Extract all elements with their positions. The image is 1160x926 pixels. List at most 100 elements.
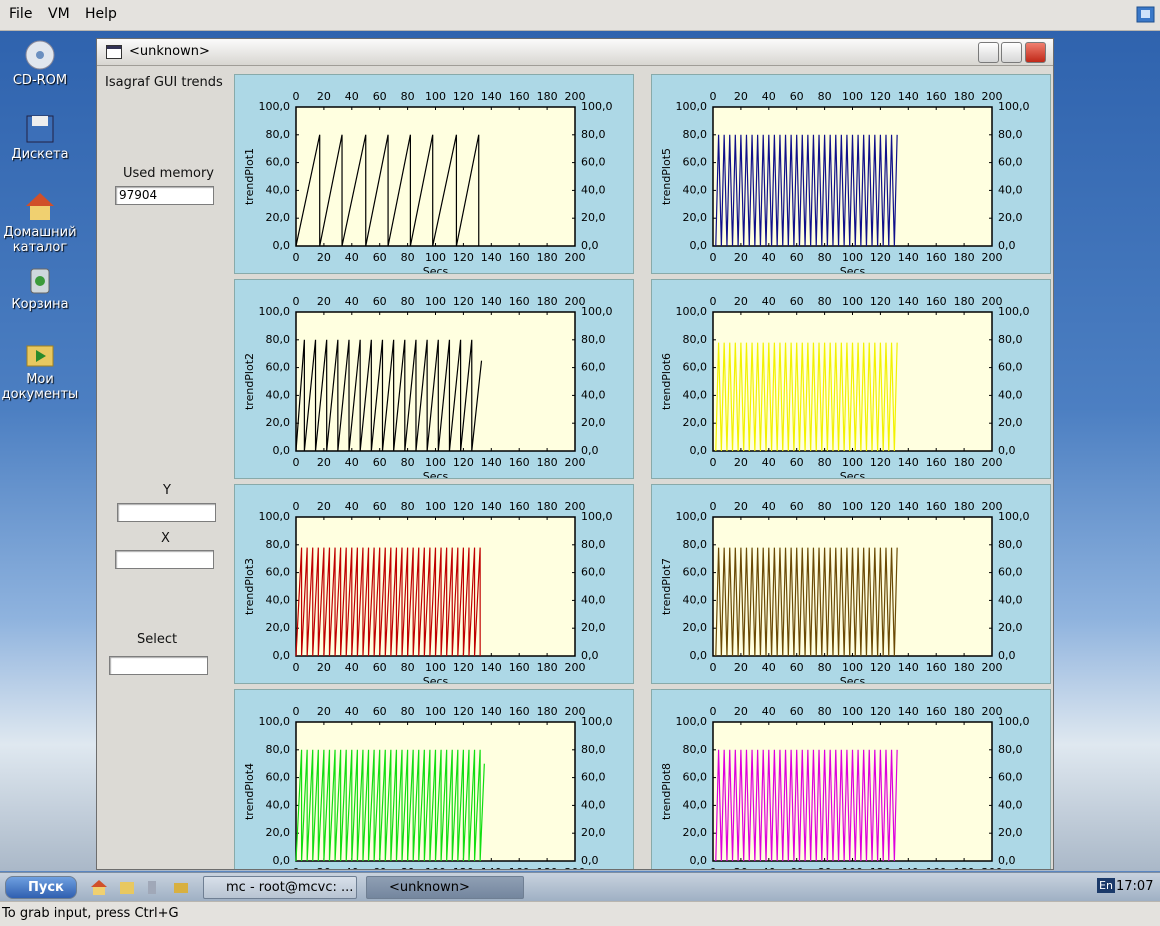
x-tick-label: 180 xyxy=(954,705,975,718)
memory-field[interactable]: 97904 xyxy=(115,186,214,205)
x-tick-label: 0 xyxy=(710,866,717,870)
x-tick-label: 40 xyxy=(762,456,776,469)
y-tick-label: 0,0 xyxy=(998,444,1016,457)
minimize-button[interactable] xyxy=(978,42,999,63)
x-tick-label: 120 xyxy=(870,90,891,103)
y-tick-label: 40,0 xyxy=(581,798,606,811)
x-tick-label: 140 xyxy=(481,295,502,308)
y-tick-label: 100,0 xyxy=(676,100,708,113)
x-tick-label: 180 xyxy=(954,295,975,308)
y-tick-label: 40,0 xyxy=(998,388,1023,401)
x-field[interactable] xyxy=(115,550,214,569)
x-tick-label: 200 xyxy=(982,500,1003,513)
y-axis-label: trendPlot2 xyxy=(243,353,256,410)
desktop-icon[interactable]: Дискета xyxy=(0,113,80,162)
y-tick-label: 80,0 xyxy=(998,743,1023,756)
y-tick-label: 0,0 xyxy=(581,854,599,867)
menu-help[interactable]: Help xyxy=(85,6,117,22)
fullscreen-icon[interactable] xyxy=(1136,6,1156,24)
trend-panel: 0 0 20 20 40 40 60 60 80 80 100 100 120 120 140 140 160 1… xyxy=(651,74,1051,274)
y-field[interactable] xyxy=(117,503,216,522)
language-indicator[interactable]: En xyxy=(1097,878,1115,893)
x-tick-label: 80 xyxy=(818,90,832,103)
x-tick-label: 80 xyxy=(401,251,415,264)
x-tick-label: 0 xyxy=(293,295,300,308)
menu-vm[interactable]: VM xyxy=(48,6,70,22)
desktop-icon[interactable]: Домашний каталог xyxy=(0,191,80,255)
start-button[interactable]: Пуск xyxy=(5,876,77,899)
x-tick-label: 60 xyxy=(373,500,387,513)
y-tick-label: 80,0 xyxy=(581,538,606,551)
y-tick-label: 0,0 xyxy=(581,239,599,252)
x-tick-label: 40 xyxy=(762,866,776,870)
y-tick-label: 80,0 xyxy=(581,128,606,141)
status-bar: To grab input, press Ctrl+G xyxy=(0,901,1160,926)
x-tick-label: 0 xyxy=(293,456,300,469)
x-tick-label: 60 xyxy=(373,90,387,103)
x-tick-label: 20 xyxy=(317,90,331,103)
x-tick-label: 120 xyxy=(453,866,474,870)
x-tick-label: 100 xyxy=(425,251,446,264)
x-tick-label: 160 xyxy=(926,705,947,718)
x-tick-label: 100 xyxy=(425,456,446,469)
x-tick-label: 160 xyxy=(926,500,947,513)
y-tick-label: 20,0 xyxy=(683,211,708,224)
x-tick-label: 20 xyxy=(317,295,331,308)
x-tick-label: 40 xyxy=(345,90,359,103)
y-tick-label: 40,0 xyxy=(998,593,1023,606)
y-axis-label: trendPlot4 xyxy=(243,763,256,820)
y-tick-label: 100,0 xyxy=(676,510,708,523)
x-axis-label: Secs xyxy=(840,470,866,478)
x-tick-label: 40 xyxy=(345,705,359,718)
y-tick-label: 80,0 xyxy=(266,743,291,756)
y-tick-label: 60,0 xyxy=(581,566,606,579)
x-tick-label: 120 xyxy=(453,456,474,469)
x-tick-label: 40 xyxy=(345,295,359,308)
y-tick-label: 80,0 xyxy=(581,333,606,346)
x-tick-label: 60 xyxy=(790,456,804,469)
y-tick-label: 0,0 xyxy=(273,444,291,457)
chart: 0 0 20 20 40 40 60 60 80 80 100 100 120 120 140 140 160 1… xyxy=(660,705,1030,870)
x-tick-label: 100 xyxy=(425,866,446,870)
task-button[interactable]: <unknown> xyxy=(366,876,524,899)
x-tick-label: 20 xyxy=(317,705,331,718)
x-tick-label: 120 xyxy=(453,90,474,103)
x-axis-label: Secs xyxy=(840,265,866,273)
close-button[interactable] xyxy=(1025,42,1046,63)
y-tick-label: 60,0 xyxy=(266,771,291,784)
desktop-icon[interactable]: Корзина xyxy=(0,263,80,312)
desktop-icon[interactable]: CD-ROM xyxy=(0,39,80,88)
desktop-icon[interactable]: Мои документы xyxy=(0,338,80,402)
y-tick-label: 100,0 xyxy=(998,715,1030,728)
icon-label: Дискета xyxy=(11,147,69,162)
x-tick-label: 180 xyxy=(954,500,975,513)
x-tick-label: 60 xyxy=(373,456,387,469)
maximize-button[interactable] xyxy=(1001,42,1022,63)
x-tick-label: 160 xyxy=(509,866,530,870)
x-tick-label: 120 xyxy=(453,295,474,308)
icon-label: CD-ROM xyxy=(12,73,68,88)
x-tick-label: 0 xyxy=(710,295,717,308)
x-tick-label: 160 xyxy=(926,456,947,469)
select-field[interactable] xyxy=(109,656,208,675)
x-tick-label: 60 xyxy=(373,295,387,308)
x-tick-label: 180 xyxy=(537,456,558,469)
y-tick-label: 40,0 xyxy=(266,388,291,401)
y-tick-label: 20,0 xyxy=(266,621,291,634)
menu-file[interactable]: File xyxy=(9,6,33,22)
trend-panel: 0 0 20 20 40 40 60 60 80 80 100 100 120 120 140 140 160 1… xyxy=(234,484,634,684)
app-window: <unknown> Isagraf GUI trends Used memory… xyxy=(96,38,1054,870)
chart: 0 0 20 20 40 40 60 60 80 80 100 100 120 120 140 140 160 1… xyxy=(243,90,613,273)
x-tick-label: 0 xyxy=(293,705,300,718)
x-tick-label: 120 xyxy=(870,661,891,674)
x-tick-label: 60 xyxy=(790,295,804,308)
x-tick-label: 180 xyxy=(537,866,558,870)
x-tick-label: 120 xyxy=(870,705,891,718)
x-tick-label: 180 xyxy=(954,661,975,674)
x-tick-label: 180 xyxy=(537,251,558,264)
x-tick-label: 80 xyxy=(818,661,832,674)
window-title: <unknown> xyxy=(129,44,210,59)
x-tick-label: 40 xyxy=(345,866,359,870)
x-tick-label: 140 xyxy=(481,500,502,513)
task-button[interactable]: mc - root@mcvc: ... xyxy=(203,876,357,899)
